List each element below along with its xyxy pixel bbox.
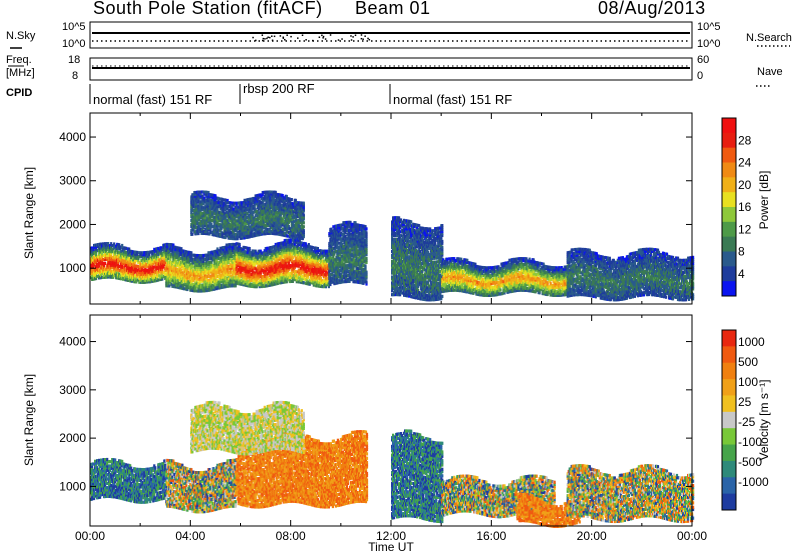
nsky-point [263,38,265,40]
echo-cell [104,262,106,265]
nsky-point [362,38,364,40]
radar-figure: 1000200030004000100020003000400000:00 04:… [0,0,800,554]
nsky-point [262,34,264,36]
nsky-point [338,39,340,41]
nsky-point [302,35,304,37]
nsky-point [290,36,292,38]
freq-panel [8,58,770,86]
nsky-point [297,37,299,39]
echo-cell [121,244,123,247]
echo-cell [157,247,159,250]
echo-cell [107,242,109,245]
nsky-point [319,36,321,38]
nsky-point [255,40,256,42]
nsky-point [321,35,323,37]
echo-cell [102,258,104,261]
nsky-point [369,39,371,41]
nsky-point [274,36,276,38]
echo-cell [157,278,159,281]
nsky-point [282,37,284,39]
nsky-point [271,35,273,37]
nsky-point [325,38,327,40]
echo-cell [168,284,170,287]
nsky-point [286,34,288,36]
nsky-point [252,37,254,39]
nsky-point [305,39,307,41]
echo-cell [180,269,182,272]
nsky-point [352,36,354,38]
echo-band [90,242,166,284]
nsky-point [350,35,352,37]
nsky-point [351,39,353,41]
nsky-frame [90,22,692,48]
nsky-point [322,37,324,39]
nsky-point [284,39,286,41]
nsky-point [269,37,271,39]
nsky-point [364,35,366,37]
echo-cell [118,265,120,268]
nsky-point [341,38,343,40]
echo-cell [119,245,121,248]
echo-cell [175,260,177,263]
echo-cell [208,251,210,254]
echo-cell [202,254,204,257]
echo-cell [96,275,98,278]
nsky-point [262,40,264,42]
nsky-point [361,38,363,40]
power-panel [90,113,694,304]
nsky-point [367,38,369,40]
echo-cell [190,251,192,254]
nsky-point [330,34,332,36]
nsky-point [266,38,268,40]
echo-cell [176,246,178,249]
nsky-point [280,35,282,37]
nsky-panel [10,22,790,48]
nsky-point [355,35,357,37]
nsky-point [312,40,314,42]
nsky-point [264,38,266,40]
echo-cell [136,251,138,254]
echo-cell [136,265,138,268]
nsky-point [361,34,363,36]
echo-cell [125,247,127,250]
echo-cell [183,287,185,290]
nsky-point [272,40,274,42]
